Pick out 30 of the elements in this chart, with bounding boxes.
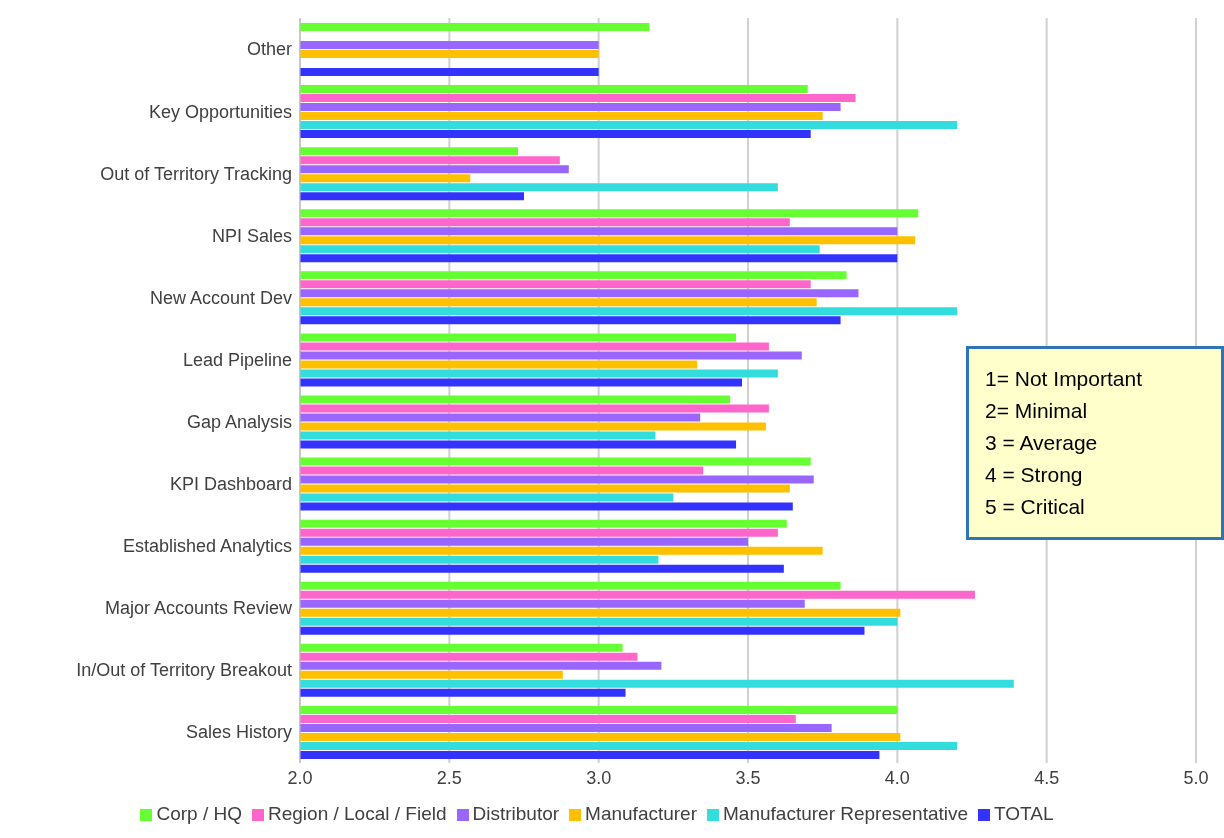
x-tick-label: 3.5 xyxy=(735,767,761,788)
y-tick-label: Lead Pipeline xyxy=(182,349,292,370)
x-tick-label: 2.5 xyxy=(436,767,462,788)
legend-label: Distributor xyxy=(472,803,560,824)
legend-label: TOTAL xyxy=(994,803,1054,824)
x-tick-label: 4.0 xyxy=(884,767,910,788)
y-tick-label: New Account Dev xyxy=(149,287,292,308)
annotation: 2= Minimal xyxy=(985,398,1089,424)
annotation: 3 = Average xyxy=(985,430,1099,456)
legend-label: Corp / HQ xyxy=(156,803,242,824)
x-tick-label: 2.0 xyxy=(287,767,313,788)
y-tick-label: NPI Sales xyxy=(211,225,292,246)
x-tick-label: 5.0 xyxy=(1183,767,1209,788)
annotation: 4 = Strong xyxy=(985,462,1084,488)
annotation: 5 = Critical xyxy=(985,494,1086,520)
y-tick-label: KPI Dashboard xyxy=(169,474,292,495)
y-tick-label: Sales History xyxy=(185,722,292,743)
y-tick-label: In/Out of Territory Breakout xyxy=(76,660,292,681)
legend-label: Region / Local / Field xyxy=(268,803,447,824)
y-tick-label: Major Accounts Review xyxy=(104,598,293,619)
y-tick-label: Out of Territory Tracking xyxy=(100,163,292,184)
x-tick-label: 4.5 xyxy=(1034,767,1060,788)
x-tick-label: 3.0 xyxy=(586,767,612,788)
y-tick-label: Gap Analysis xyxy=(186,411,292,432)
legend-label: Manufacturer xyxy=(585,803,698,824)
y-tick-label: Established Analytics xyxy=(122,536,292,557)
annotation: 1= Not Important xyxy=(985,366,1143,392)
y-tick-label: Key Opportunities xyxy=(148,101,292,122)
y-tick-label: Other xyxy=(246,39,292,60)
legend-label: Manufacturer Representative xyxy=(723,803,969,824)
